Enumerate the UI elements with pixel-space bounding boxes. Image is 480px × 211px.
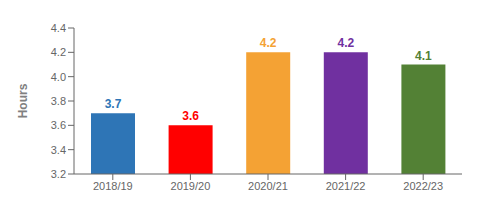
svg-text:3.2: 3.2: [51, 168, 66, 180]
svg-text:4.2: 4.2: [260, 36, 277, 50]
svg-text:Hours: Hours: [16, 83, 30, 118]
svg-text:3.8: 3.8: [51, 95, 66, 107]
svg-text:3.7: 3.7: [105, 97, 122, 111]
svg-text:4.4: 4.4: [51, 22, 66, 34]
svg-text:4.2: 4.2: [51, 46, 66, 58]
svg-text:4.2: 4.2: [337, 36, 354, 50]
svg-text:2021/22: 2021/22: [326, 180, 366, 192]
svg-text:2019/20: 2019/20: [171, 180, 211, 192]
svg-text:3.6: 3.6: [51, 119, 66, 131]
svg-text:2018/19: 2018/19: [93, 180, 133, 192]
svg-text:3.4: 3.4: [51, 144, 66, 156]
svg-text:2020/21: 2020/21: [248, 180, 288, 192]
svg-text:4.0: 4.0: [51, 71, 66, 83]
svg-text:4.1: 4.1: [415, 49, 432, 63]
svg-text:2022/23: 2022/23: [403, 180, 443, 192]
svg-text:3.6: 3.6: [182, 109, 199, 123]
